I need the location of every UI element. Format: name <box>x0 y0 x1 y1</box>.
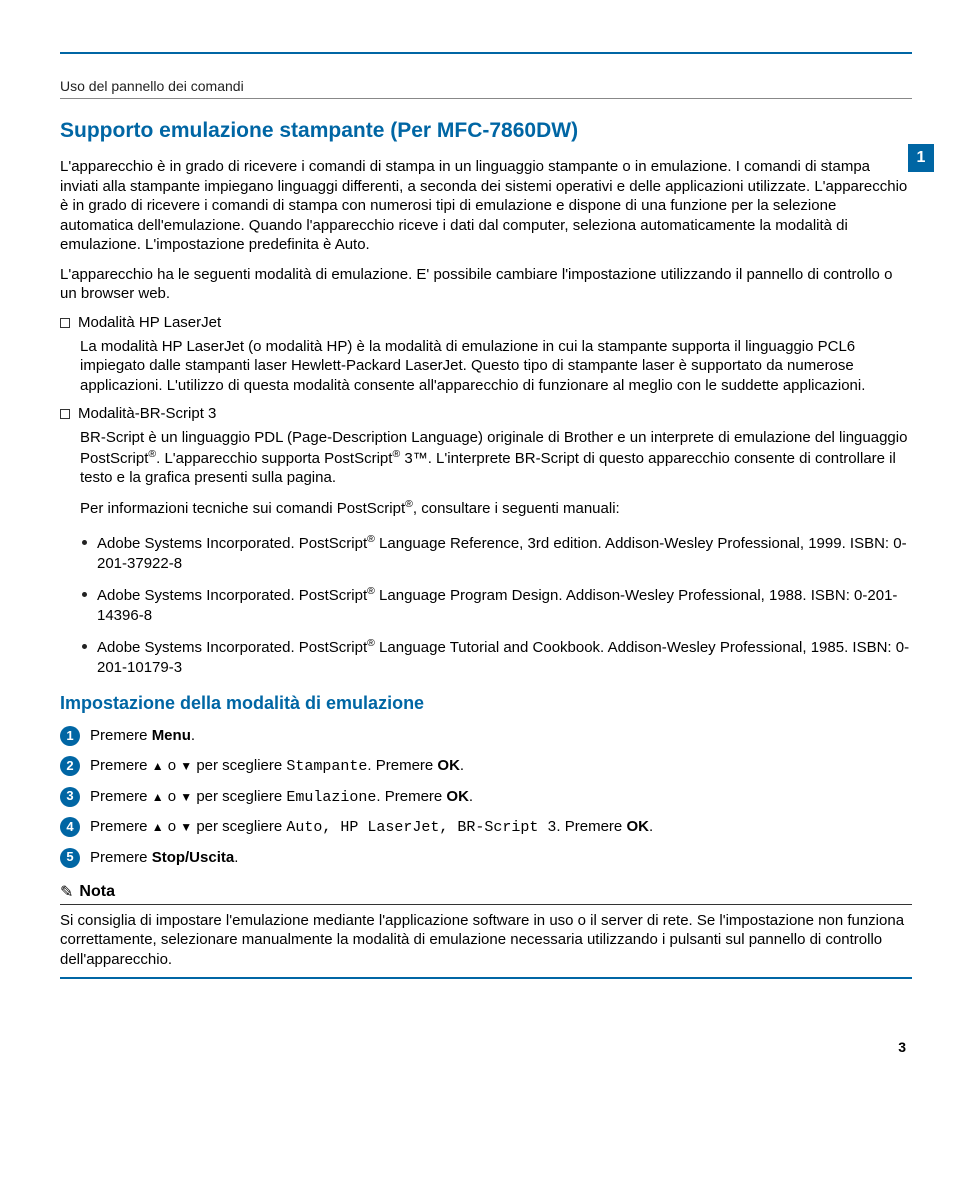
up-arrow-icon: ▲ <box>152 820 164 834</box>
step-2: 2 Premere ▲ o ▼ per scegliere Stampante.… <box>60 756 912 777</box>
mode-br-label: Modalità-BR-Script 3 <box>78 405 216 422</box>
reference-item: Adobe Systems Incorporated. PostScript® … <box>82 533 912 573</box>
down-arrow-icon: ▼ <box>180 790 192 804</box>
dot-icon <box>82 644 87 649</box>
section-header: Uso del pannello dei comandi <box>60 78 912 94</box>
dot-icon <box>82 540 87 545</box>
note-body: Si consiglia di impostare l'emulazione m… <box>60 911 912 970</box>
up-arrow-icon: ▲ <box>152 790 164 804</box>
square-bullet-icon <box>60 318 70 328</box>
intro-paragraph-2: L'apparecchio ha le seguenti modalità di… <box>60 265 912 304</box>
steps-list: 1 Premere Menu. 2 Premere ▲ o ▼ per sceg… <box>60 726 912 868</box>
pencil-icon: ✎ <box>60 882 73 902</box>
step-number-icon: 5 <box>60 848 80 868</box>
subheading: Impostazione della modalità di emulazion… <box>60 693 912 714</box>
mode-hp-row: Modalità HP LaserJet <box>60 314 912 331</box>
step-4: 4 Premere ▲ o ▼ per scegliere Auto, HP L… <box>60 817 912 838</box>
note-header: ✎ Nota <box>60 882 912 905</box>
step-1: 1 Premere Menu. <box>60 726 912 746</box>
reference-item: Adobe Systems Incorporated. PostScript® … <box>82 637 912 677</box>
square-bullet-icon <box>60 409 70 419</box>
down-arrow-icon: ▼ <box>180 759 192 773</box>
mode-hp-body: La modalità HP LaserJet (o modalità HP) … <box>80 337 912 396</box>
step-number-icon: 3 <box>60 787 80 807</box>
reference-list: Adobe Systems Incorporated. PostScript® … <box>82 533 912 677</box>
page-title: Supporto emulazione stampante (Per MFC-7… <box>60 119 912 143</box>
section-rule <box>60 98 912 99</box>
step-number-icon: 2 <box>60 756 80 776</box>
step-number-icon: 1 <box>60 726 80 746</box>
intro-paragraph-1: L'apparecchio è in grado di ricevere i c… <box>60 157 912 255</box>
mode-hp-label: Modalità HP LaserJet <box>78 314 221 331</box>
mode-br-body-2: Per informazioni tecniche sui comandi Po… <box>80 498 912 519</box>
mode-br-row: Modalità-BR-Script 3 <box>60 405 912 422</box>
step-number-icon: 4 <box>60 817 80 837</box>
top-rule <box>60 52 912 54</box>
mode-br-body-1: BR-Script è un linguaggio PDL (Page-Desc… <box>80 428 912 488</box>
note-bottom-rule <box>60 977 912 979</box>
step-5: 5 Premere Stop/Uscita. <box>60 848 912 868</box>
note-block: ✎ Nota Si consiglia di impostare l'emula… <box>60 882 912 980</box>
up-arrow-icon: ▲ <box>152 759 164 773</box>
note-title: Nota <box>79 883 115 901</box>
page-number: 3 <box>60 1039 912 1055</box>
reference-item: Adobe Systems Incorporated. PostScript® … <box>82 585 912 625</box>
down-arrow-icon: ▼ <box>180 820 192 834</box>
step-3: 3 Premere ▲ o ▼ per scegliere Emulazione… <box>60 787 912 808</box>
dot-icon <box>82 592 87 597</box>
chapter-badge: 1 <box>908 144 934 172</box>
